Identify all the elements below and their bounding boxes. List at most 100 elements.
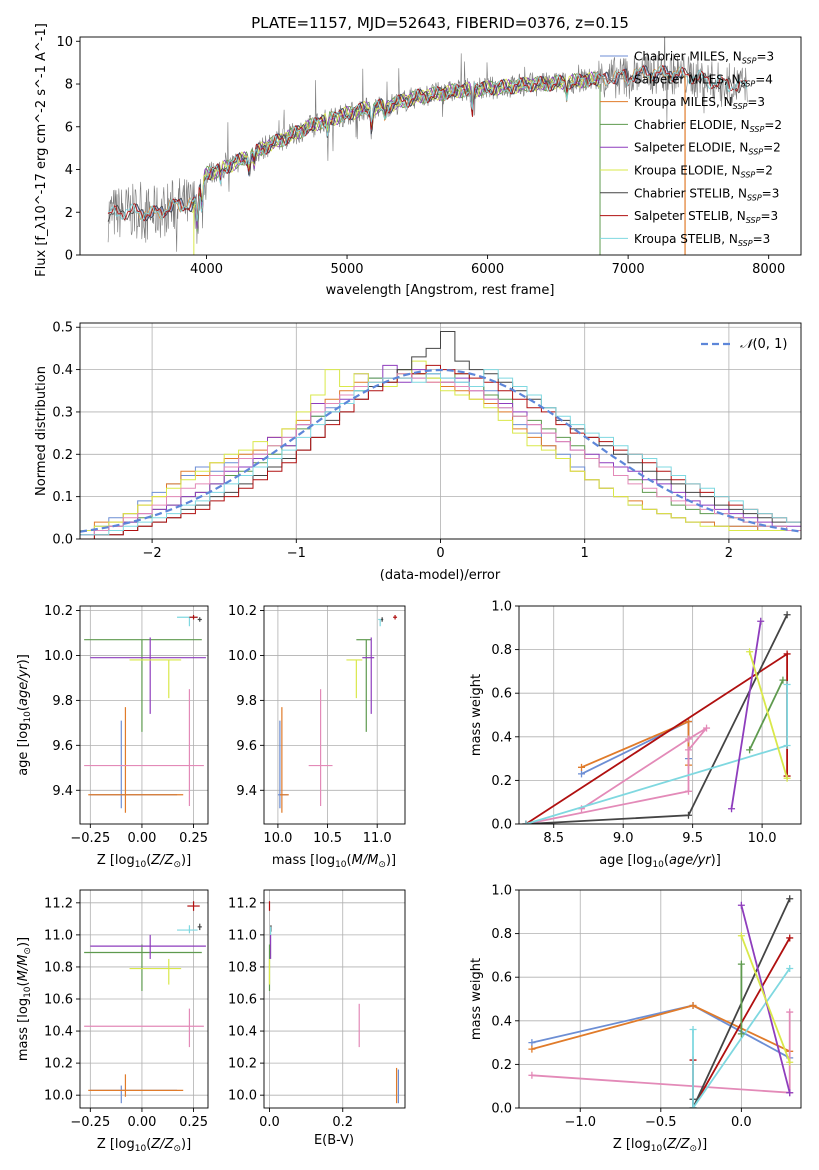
y-tick-label: 9.6 xyxy=(52,739,73,754)
weight-marker xyxy=(528,1039,536,1047)
legend-subscript: SSP xyxy=(738,239,753,248)
y-tick-label: 8 xyxy=(65,78,73,93)
weight-marker xyxy=(689,1104,697,1108)
legend-value: =3 xyxy=(762,186,780,200)
label-part: )] xyxy=(181,1137,191,1152)
legend-entry: Chabrier STELIB, NSSP=3 xyxy=(600,186,779,202)
label-part: 10 xyxy=(652,860,664,870)
legend-subscript: SSP xyxy=(733,102,748,111)
y-tick-label: 11.2 xyxy=(228,896,257,911)
y-tick-label: 10.8 xyxy=(44,960,73,975)
legend-label: Kroupa MILES, NSSP=3 xyxy=(634,95,765,111)
errorbar-point xyxy=(84,944,202,991)
x-axis-label: (data-model)/error xyxy=(380,568,501,583)
histogram-step-line xyxy=(80,369,801,536)
plot-area xyxy=(84,614,206,813)
y-axis-label: mass weight xyxy=(469,674,484,756)
panel-mass-vs-EBV: 0.0 0.2 10.0 10.2 10.4 10.6 10.8 11.0 11.2 xyxy=(228,889,406,1130)
y-tick-label: 0.4 xyxy=(491,730,512,745)
model-spectrum-line xyxy=(135,64,685,222)
label-part: 10 xyxy=(651,1144,663,1154)
chart-title: PLATE=1157, MJD=52643, FIBERID=0376, z=0… xyxy=(251,14,629,32)
y-tick-label: 0.3 xyxy=(52,405,73,420)
panel-weight-vs-Z: −1.0 −0.5 0.0 0.0 0.2 0.4 0.6 0.8 1.0 xyxy=(491,884,802,1130)
weight-marker xyxy=(689,1002,697,1010)
legend-text: (0, 1) xyxy=(752,337,787,352)
x-tick-label: 0.0 xyxy=(731,1115,752,1130)
label-part: 10 xyxy=(23,711,33,723)
y-tick-label: 0.0 xyxy=(491,1102,512,1117)
label-part: ⊙ xyxy=(173,1144,181,1154)
y-tick-label: 9.4 xyxy=(52,784,73,799)
errorbar-point xyxy=(197,923,202,931)
gaussian-curve xyxy=(80,368,801,533)
label-part: Z [log xyxy=(97,853,135,868)
errorbar-point xyxy=(362,637,375,714)
weight-marker xyxy=(783,650,791,658)
plot-area xyxy=(107,37,748,255)
label-part: Z/Z xyxy=(150,1137,174,1152)
x-tick-label: 6000 xyxy=(471,262,504,277)
weight-marker xyxy=(783,680,791,688)
legend-text: Salpeter MILES, N xyxy=(634,72,741,86)
label-part: )] xyxy=(16,654,31,664)
x-tick-label: 10.0 xyxy=(263,831,292,846)
y-tick-label: 11.0 xyxy=(228,928,257,943)
x-tick-label: 9.5 xyxy=(682,831,703,846)
model-spectrum-line xyxy=(135,64,685,221)
y-tick-label: 1.0 xyxy=(491,600,512,615)
y-axis-label: Flux [f_λ10^-17 erg cm^-2 s^-1 A^-1] xyxy=(34,23,49,277)
histogram-step-line xyxy=(80,373,801,536)
panel-weight-vs-age: 8.5 9.0 9.5 10.0 0.0 0.2 0.4 0.6 0.8 1.0 xyxy=(491,600,802,846)
label-part: ⊙ xyxy=(689,1144,697,1154)
y-tick-label: 0.4 xyxy=(52,363,73,378)
x-tick-label: −2 xyxy=(143,546,162,561)
legend-subscript: SSP xyxy=(750,125,765,134)
x-axis-label: age [log10(age/yr)] xyxy=(599,853,721,870)
errorbar-point xyxy=(129,659,182,699)
errorbar-point xyxy=(90,934,206,959)
errorbar-point xyxy=(197,617,202,622)
y-tick-label: 0 xyxy=(65,249,73,264)
errorbar-point xyxy=(84,639,202,732)
y-tick-label: 0.2 xyxy=(491,774,512,789)
weight-line xyxy=(730,621,762,809)
weight-marker xyxy=(528,1045,536,1053)
weight-marker xyxy=(728,805,736,813)
x-tick-label: 5000 xyxy=(330,262,363,277)
legend-label: Chabrier STELIB, NSSP=3 xyxy=(634,186,779,202)
panel-spectrum: 4000 5000 6000 7000 8000 0 2 4 6 8 10 xyxy=(56,35,802,277)
legend-subscript: SSP xyxy=(742,57,757,66)
weight-marker xyxy=(689,1026,697,1034)
legend-label: Kroupa STELIB, NSSP=3 xyxy=(634,232,770,248)
y-axis-label: mass weight xyxy=(469,958,484,1040)
label-part: Z [log xyxy=(613,1137,651,1152)
legend-label: 𝒩(0, 1) xyxy=(740,337,787,352)
x-axis-label: Z [log10(Z/Z⊙)] xyxy=(97,853,191,870)
y-axis-label: mass [log10(M/M⊙)] xyxy=(16,937,33,1061)
label-part: mass [log xyxy=(16,998,31,1061)
label-part: age [log xyxy=(16,723,31,776)
legend-text: Kroupa STELIB, N xyxy=(634,232,738,246)
axes-frame xyxy=(79,36,802,256)
label-part: 10 xyxy=(135,1144,147,1154)
plot-area xyxy=(80,331,801,539)
legend-label: Chabrier ELODIE, NSSP=2 xyxy=(634,118,782,134)
weight-marker xyxy=(737,901,745,909)
legend-label: Salpeter ELODIE, NSSP=2 xyxy=(634,141,781,157)
model-spectrum-line xyxy=(192,71,600,223)
label-part: )] xyxy=(711,853,721,868)
x-tick-label: 1 xyxy=(581,546,589,561)
label-part: ( xyxy=(347,853,352,868)
legend-subscript: SSP xyxy=(748,148,763,157)
model-spectrum-line xyxy=(192,71,600,229)
legend-entry: Kroupa ELODIE, NSSP=2 xyxy=(600,164,773,180)
y-tick-label: 0.6 xyxy=(491,971,512,986)
legend-value: =3 xyxy=(760,209,778,223)
label-part: age [log xyxy=(599,853,652,868)
legend-label: Salpeter STELIB, NSSP=3 xyxy=(634,209,778,225)
legend-text: Chabrier STELIB, N xyxy=(634,186,747,200)
errorbar-point xyxy=(308,689,333,807)
y-tick-label: 10.2 xyxy=(44,604,73,619)
